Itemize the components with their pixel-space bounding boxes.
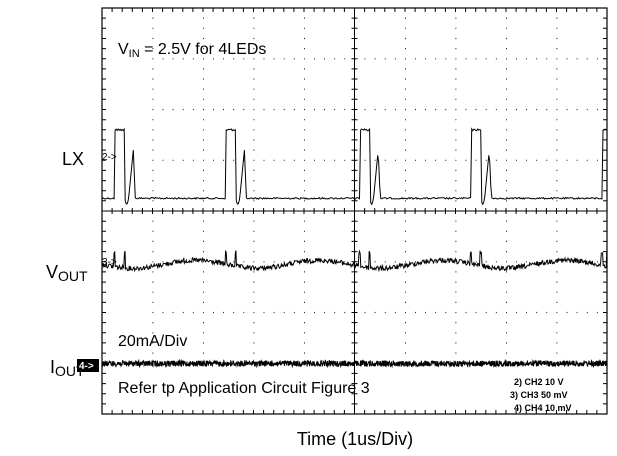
condition-annotation: VIN = 2.5V for 4LEDs (118, 41, 266, 60)
channel-setting-4: 4) CH4 10 mV (514, 403, 572, 413)
iout-marker-box (77, 359, 99, 372)
lx-trace (101, 127, 608, 206)
circuit-note: Refer tp Application Circuit Figure 3 (118, 380, 370, 397)
lx-channel-label: LX (62, 149, 84, 169)
iout-ground-marker: 4-> (79, 361, 94, 372)
vout-ground-marker: 3-> (102, 257, 117, 268)
lx-ground-marker: 2-> (102, 152, 117, 163)
channel-setting-2: 2) CH2 10 V (514, 377, 564, 387)
vout-channel-label: VOUT (46, 262, 88, 284)
vout-trace (101, 249, 608, 273)
channel-setting-3: 3) CH3 50 mV (510, 390, 568, 400)
grid (101, 7, 608, 415)
iout-trace (101, 358, 608, 369)
iout-scale-annotation: 20mA/Div (118, 333, 187, 350)
grid-dots (152, 17, 598, 364)
traces (101, 127, 608, 369)
x-axis-label: Time (1us/Div) (297, 429, 413, 449)
axis-ticks (101, 7, 608, 415)
